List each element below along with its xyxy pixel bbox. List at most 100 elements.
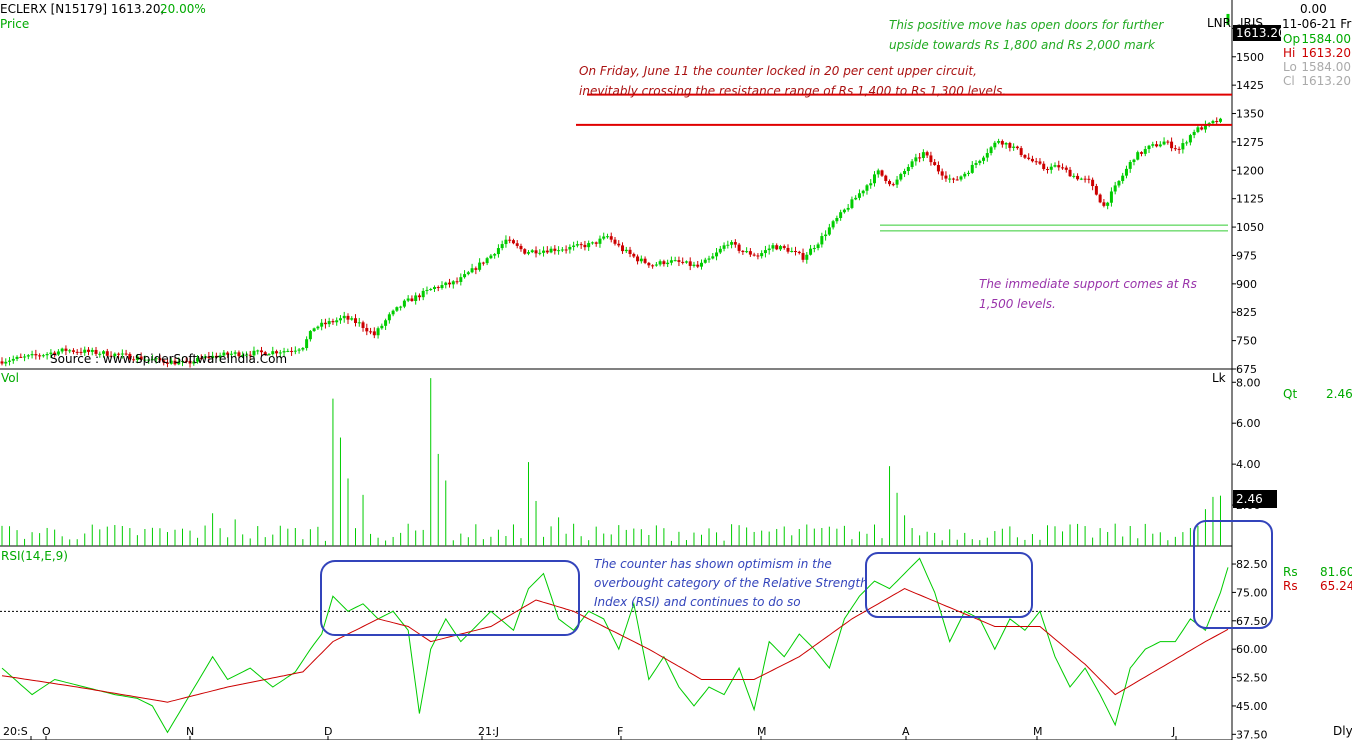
ohlc-value: 1613.20	[1301, 74, 1351, 88]
candle-body	[192, 361, 196, 364]
candle-body	[605, 236, 609, 238]
candle-body	[590, 242, 594, 244]
candle-body	[384, 320, 388, 326]
candle-body	[158, 358, 162, 361]
candle-body	[177, 361, 181, 365]
candle-body	[305, 339, 309, 349]
candle-body	[323, 322, 327, 325]
candle-body	[583, 244, 587, 248]
x-tick-label: O	[42, 725, 51, 738]
candle-body	[1147, 145, 1151, 150]
rsi-line-1: The counter has shown optimism in the	[594, 557, 832, 571]
rsi-signal-line	[1, 588, 1229, 703]
price-tick-label: 1500	[1236, 51, 1264, 64]
volume-tick-label: 4.00	[1236, 458, 1261, 471]
candle-body	[244, 354, 248, 356]
candle-body	[406, 298, 410, 301]
candle-body	[951, 178, 955, 180]
candle-body	[997, 141, 1001, 143]
candle-body	[707, 258, 711, 260]
candle-body	[169, 360, 173, 364]
candle-body	[827, 227, 831, 235]
candle-body	[1203, 124, 1207, 130]
candle-body	[203, 356, 207, 359]
candle-body	[184, 360, 188, 362]
candle-body	[1218, 118, 1222, 122]
friday-annotation: On Friday, June 11 the counter locked in…	[579, 61, 1006, 101]
price-tick-label: 750	[1236, 335, 1257, 348]
candle-body	[609, 236, 613, 240]
candle-body	[188, 360, 192, 364]
candle-body	[241, 355, 245, 357]
candle-body	[109, 355, 113, 357]
candle-body	[8, 360, 12, 362]
candle-body	[643, 258, 647, 263]
candle-body	[1045, 169, 1049, 171]
candle-body	[1072, 175, 1076, 177]
rsi-tick-label: 52.50	[1236, 672, 1268, 685]
candle-body	[688, 261, 692, 266]
candle-body	[1083, 178, 1087, 180]
candle-body	[824, 234, 828, 237]
ohlc-value: 1613.20	[1301, 46, 1351, 60]
candle-body	[575, 244, 579, 246]
candle-body	[493, 254, 497, 256]
candle-body	[1000, 141, 1004, 145]
candle-body	[64, 348, 68, 351]
candle-body	[1106, 202, 1110, 206]
candle-body	[15, 356, 19, 359]
candle-body	[624, 249, 628, 252]
candle-body	[1008, 142, 1012, 148]
candle-body	[948, 178, 952, 180]
x-tick-label: N	[186, 725, 194, 738]
candle-body	[301, 348, 305, 350]
candle-body	[290, 350, 294, 352]
candle-body	[451, 281, 455, 285]
candle-body	[350, 318, 354, 320]
candle-body	[1030, 158, 1034, 162]
candle-body	[884, 175, 888, 181]
candle-body	[1124, 168, 1128, 176]
candle-body	[805, 254, 809, 260]
candle-body	[429, 289, 433, 291]
candle-body	[850, 199, 854, 208]
candle-body	[1200, 127, 1204, 130]
candle-body	[26, 355, 30, 357]
candle-body	[899, 174, 903, 180]
candle-body	[745, 251, 749, 253]
candle-body	[891, 184, 895, 186]
source-label: Source : www.SpiderSoftwareIndia.Com	[50, 352, 288, 366]
candle-body	[338, 318, 342, 321]
candle-body	[1102, 202, 1106, 206]
candle-body	[1177, 148, 1181, 150]
candle-body	[474, 268, 478, 270]
rsi-lines	[0, 557, 1232, 734]
candle-body	[963, 173, 967, 177]
candle-body	[417, 295, 421, 298]
x-tick-label: 21:J	[478, 725, 499, 738]
candle-body	[1170, 141, 1174, 149]
candle-body	[1162, 141, 1166, 145]
candle-body	[602, 236, 606, 239]
candle-body	[432, 287, 436, 290]
candle-body	[342, 315, 346, 319]
period-label: Dly	[1333, 724, 1352, 738]
candle-body	[628, 249, 632, 254]
candle-body	[587, 243, 591, 248]
candle-body	[872, 174, 876, 184]
ohlc-value: 1584.00	[1301, 32, 1351, 46]
upside-annotation: This positive move has open doors for fu…	[889, 15, 1163, 55]
candle-body	[331, 321, 335, 323]
candle-body	[143, 359, 147, 361]
candle-body	[1188, 135, 1192, 143]
candle-body	[94, 349, 98, 354]
candle-body	[286, 350, 290, 352]
candle-body	[346, 315, 350, 320]
price-levels	[576, 93, 1232, 232]
candle-body	[936, 165, 940, 172]
candle-body	[478, 262, 482, 270]
candle-body	[918, 157, 922, 159]
candle-body	[399, 306, 403, 308]
candle-body	[775, 245, 779, 250]
candle-body	[636, 256, 640, 262]
